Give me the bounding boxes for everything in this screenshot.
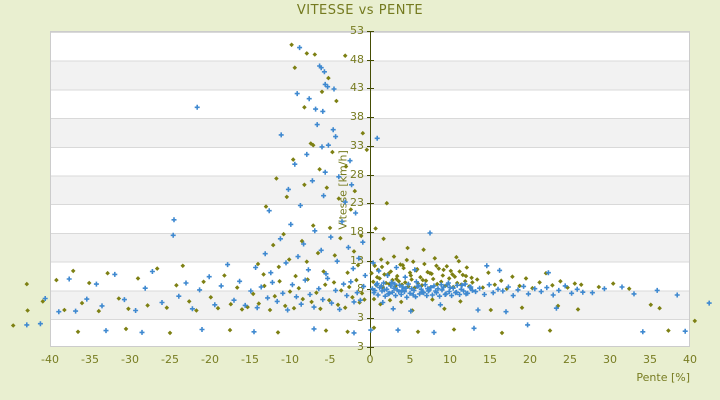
y-tick-label: 38 [350, 110, 364, 124]
y-tick-label: 48 [350, 52, 364, 66]
x-axis-title: Pente [%] [636, 371, 690, 384]
y-tick-mark [367, 88, 374, 90]
x-tick-label: -20 [201, 353, 219, 366]
x-tick-label: 30 [603, 353, 617, 366]
y-tick-label: 53 [350, 24, 364, 37]
y-tick-mark [367, 260, 374, 262]
x-tick-label: 15 [483, 353, 497, 366]
y-tick-label: 3 [357, 311, 364, 324]
y-tick-mark [367, 231, 374, 233]
y-tick-label: 43 [350, 81, 364, 95]
y-tick-label: 13 [350, 253, 364, 267]
y-tick-label: 8 [357, 282, 364, 296]
y-axis-title: Vitesse [km/h] [336, 150, 350, 230]
x-tick-label: -35 [81, 353, 99, 366]
x-tick-label: -15 [241, 353, 259, 366]
y-tick-mark [367, 117, 374, 119]
x-tick-label: 35 [643, 353, 657, 366]
x-tick-label: 5 [406, 353, 414, 366]
x-tick-label: 10 [443, 353, 457, 366]
x-tick-label: -40 [41, 353, 59, 366]
x-tick-label: 25 [563, 353, 577, 366]
y-axis-bottom-repeat-label: 3 [357, 340, 364, 353]
x-tick-label: -10 [281, 353, 299, 366]
x-tick-label: 40 [683, 353, 697, 366]
x-tick-label: 20 [523, 353, 537, 366]
y-tick-mark [367, 145, 374, 147]
y-tick-mark [367, 174, 374, 176]
chart-title: VITESSE vs PENTE [296, 3, 424, 18]
y-tick-mark [367, 318, 374, 319]
x-tick-label: -30 [121, 353, 139, 366]
y-axis-line [370, 31, 371, 355]
y-tick-mark [367, 203, 374, 205]
y-tick-mark [367, 31, 374, 32]
y-tick-mark [367, 347, 374, 348]
y-tick-mark [367, 59, 374, 61]
x-tick-label: -5 [324, 353, 336, 366]
x-tick-label: 0 [366, 353, 374, 366]
x-tick-label: -25 [161, 353, 179, 366]
y-tick-mark [367, 289, 374, 291]
